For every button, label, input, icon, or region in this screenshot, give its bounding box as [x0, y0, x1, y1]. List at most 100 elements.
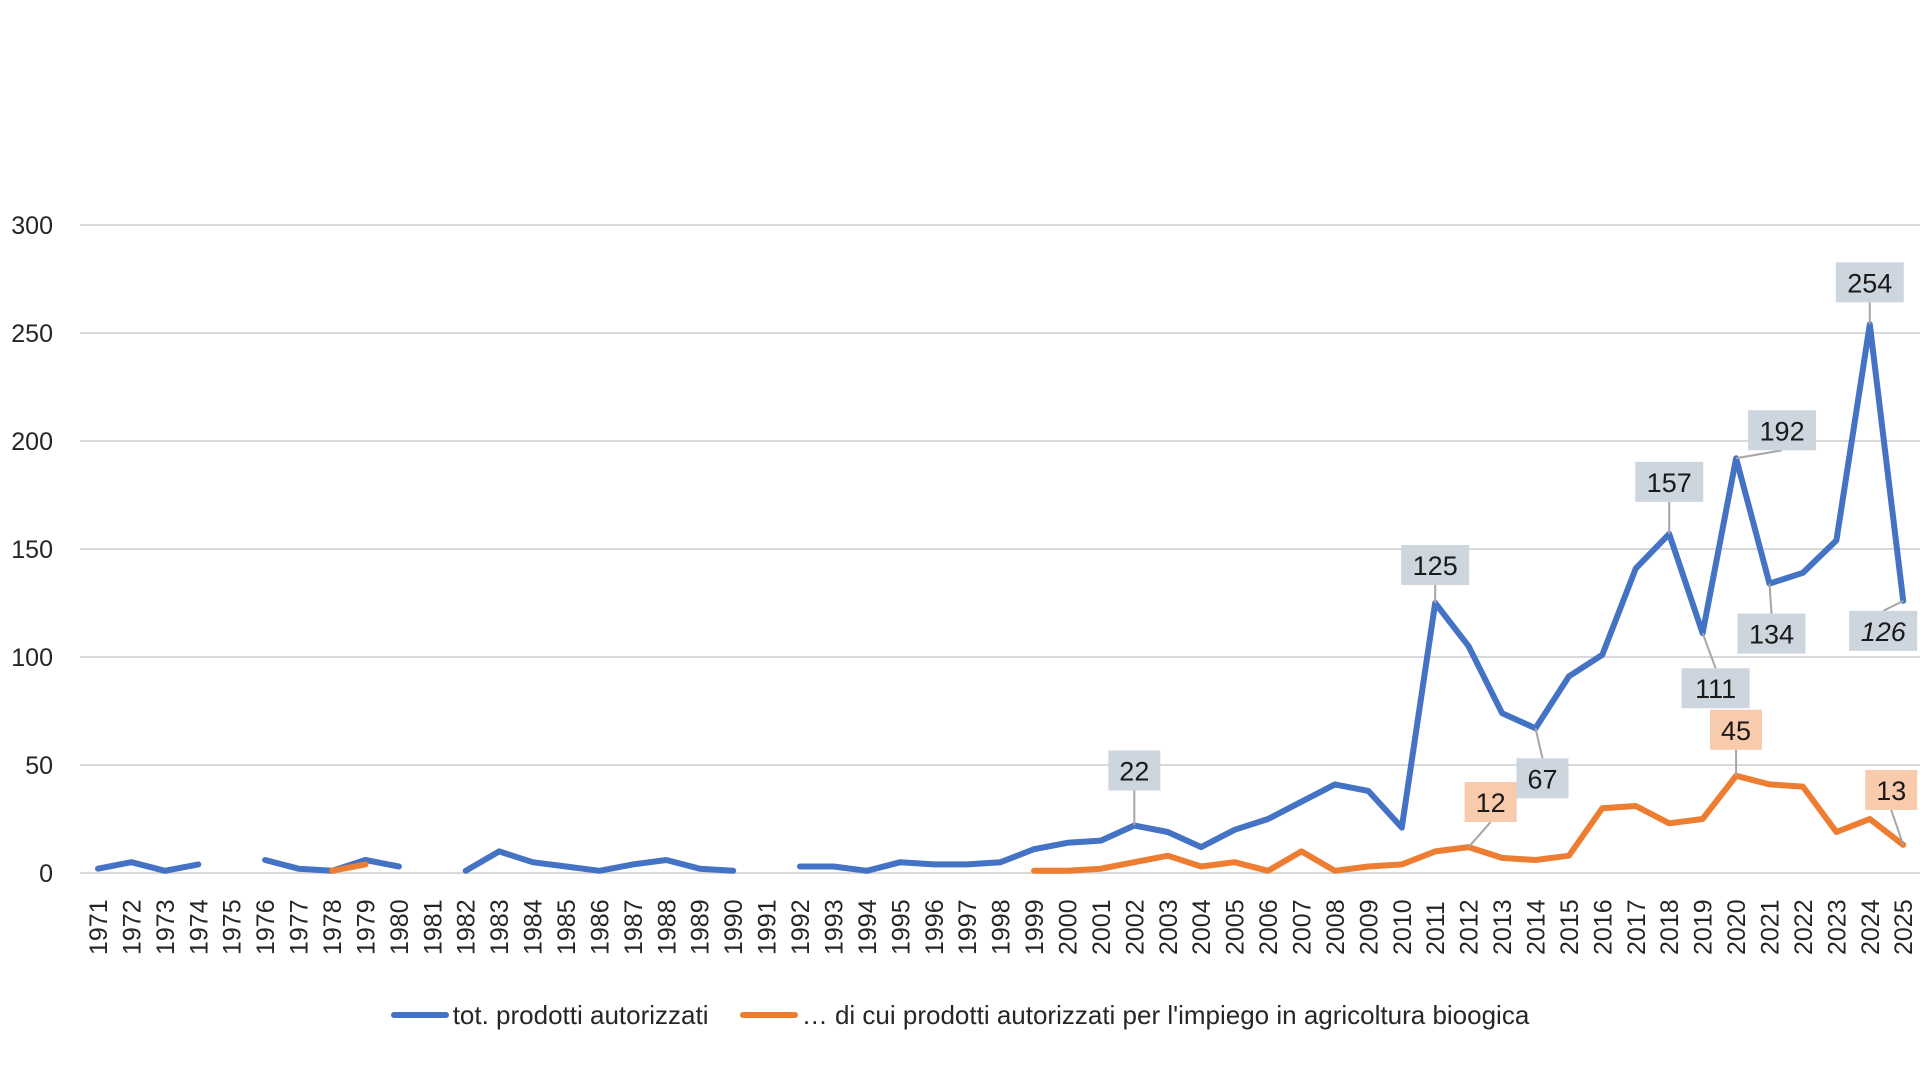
- svg-text:22: 22: [1119, 756, 1149, 786]
- data-label: 134: [1737, 583, 1806, 654]
- legend-item-total[interactable]: tot. prodotti autorizzati: [390, 999, 709, 1031]
- svg-text:45: 45: [1721, 716, 1751, 746]
- series-total-line: [95, 859, 202, 874]
- svg-text:13: 13: [1876, 776, 1906, 806]
- y-tick-label: 100: [11, 644, 53, 672]
- y-tick-label: 150: [11, 536, 53, 564]
- x-tick-label: 1972: [118, 899, 146, 955]
- x-tick-label: 1999: [1021, 899, 1049, 955]
- svg-text:125: 125: [1413, 551, 1458, 581]
- series-total-line: [462, 848, 737, 874]
- series-organic-line: [1031, 772, 1907, 874]
- data-label: 22: [1108, 750, 1161, 826]
- y-tick-label: 200: [11, 428, 53, 456]
- data-label: 192: [1735, 410, 1817, 460]
- svg-text:157: 157: [1647, 468, 1692, 498]
- x-tick-label: 1991: [754, 899, 782, 955]
- x-tick-label: 2000: [1054, 899, 1082, 955]
- x-tick-label: 2021: [1757, 899, 1785, 955]
- x-tick-label: 2003: [1155, 899, 1183, 955]
- gridlines: [80, 224, 1920, 874]
- svg-text:254: 254: [1847, 268, 1892, 298]
- x-tick-label: 1981: [419, 899, 447, 955]
- x-tick-label: 1971: [85, 899, 113, 955]
- y-tick-label: 300: [11, 212, 53, 240]
- data-label: 126: [1849, 599, 1918, 651]
- x-tick-label: 1988: [653, 899, 681, 955]
- x-tick-label: 2017: [1623, 899, 1651, 955]
- x-tick-label: 2009: [1355, 899, 1383, 955]
- legend-swatch-orange-icon: [739, 1012, 798, 1018]
- x-axis: 1971 1972 1973 1974 1975 1976 1977 1978 1979 1980…: [85, 899, 1918, 955]
- x-tick-label: 2025: [1890, 899, 1918, 955]
- x-tick-label: 1980: [386, 899, 414, 955]
- x-tick-label: 2018: [1656, 899, 1684, 955]
- x-tick-label: 1979: [352, 899, 380, 955]
- x-tick-label: 2024: [1857, 899, 1885, 955]
- svg-text:12: 12: [1476, 788, 1506, 818]
- x-tick-label: 2006: [1255, 899, 1283, 955]
- x-tick-label: 1992: [787, 899, 815, 955]
- x-tick-label: 1994: [854, 899, 882, 955]
- data-label: 254: [1835, 262, 1904, 325]
- svg-text:111: 111: [1695, 674, 1736, 704]
- legend: tot. prodotti autorizzati … di cui prodo…: [0, 994, 1920, 1031]
- x-tick-label: 2001: [1088, 899, 1116, 955]
- data-label: 67: [1516, 728, 1569, 799]
- data-labels: 22 125 67 157 111 192 134 254 126 12 45 13: [1108, 262, 1918, 848]
- legend-swatch-blue-icon: [390, 1012, 449, 1018]
- x-tick-label: 2005: [1222, 899, 1250, 955]
- x-tick-label: 2022: [1790, 899, 1818, 955]
- x-tick-label: 1983: [486, 899, 514, 955]
- data-label: 12: [1464, 782, 1517, 848]
- x-tick-label: 2016: [1589, 899, 1617, 955]
- x-tick-label: 1993: [820, 899, 848, 955]
- x-tick-label: 1977: [286, 899, 314, 955]
- y-tick-label: 50: [25, 752, 53, 780]
- x-tick-label: 1985: [553, 899, 581, 955]
- svg-text:134: 134: [1749, 620, 1794, 650]
- x-tick-label: 2019: [1690, 899, 1718, 955]
- x-tick-label: 2011: [1422, 901, 1450, 955]
- x-tick-label: 1973: [152, 899, 180, 955]
- x-tick-label: 2014: [1522, 899, 1550, 955]
- svg-text:126: 126: [1861, 617, 1907, 647]
- x-tick-label: 1984: [520, 899, 548, 955]
- x-tick-label: 2008: [1322, 899, 1350, 955]
- series-lines: [95, 321, 1907, 874]
- data-label: 111: [1681, 632, 1750, 709]
- x-tick-label: 1974: [185, 899, 213, 955]
- data-label: 13: [1865, 769, 1918, 846]
- x-tick-label: 1998: [988, 899, 1016, 955]
- x-tick-label: 2012: [1456, 899, 1484, 955]
- y-axis: 0 50 100 150 200 250 300: [11, 212, 53, 888]
- x-tick-label: 1997: [954, 899, 982, 955]
- y-tick-label: 0: [39, 860, 53, 888]
- y-tick-label: 250: [11, 320, 53, 348]
- svg-text:67: 67: [1527, 764, 1557, 794]
- x-tick-label: 1978: [319, 899, 347, 955]
- data-label: 45: [1710, 709, 1763, 776]
- x-tick-label: 2010: [1389, 899, 1417, 955]
- x-tick-label: 1986: [586, 899, 614, 955]
- x-tick-label: 2013: [1489, 899, 1517, 955]
- legend-label-total: tot. prodotti autorizzati: [452, 999, 709, 1030]
- x-tick-label: 2002: [1121, 899, 1149, 955]
- x-tick-label: 2023: [1823, 899, 1851, 955]
- x-tick-label: 1995: [887, 899, 915, 955]
- x-tick-label: 2007: [1288, 899, 1316, 955]
- series-organic-line: [329, 861, 369, 874]
- data-label: 157: [1635, 461, 1704, 534]
- x-tick-label: 1982: [453, 899, 481, 955]
- series-total-line: [797, 321, 1907, 874]
- x-tick-label: 2015: [1556, 899, 1584, 955]
- legend-item-organic[interactable]: … di cui prodotti autorizzati per l'impi…: [739, 1000, 1529, 1031]
- x-tick-label: 1975: [219, 899, 247, 955]
- x-tick-label: 2004: [1188, 899, 1216, 955]
- x-tick-label: 1989: [687, 899, 715, 955]
- x-tick-label: 1987: [620, 899, 648, 955]
- data-label: 125: [1401, 545, 1470, 603]
- x-tick-label: 1976: [252, 899, 280, 955]
- x-tick-label: 2020: [1723, 899, 1751, 955]
